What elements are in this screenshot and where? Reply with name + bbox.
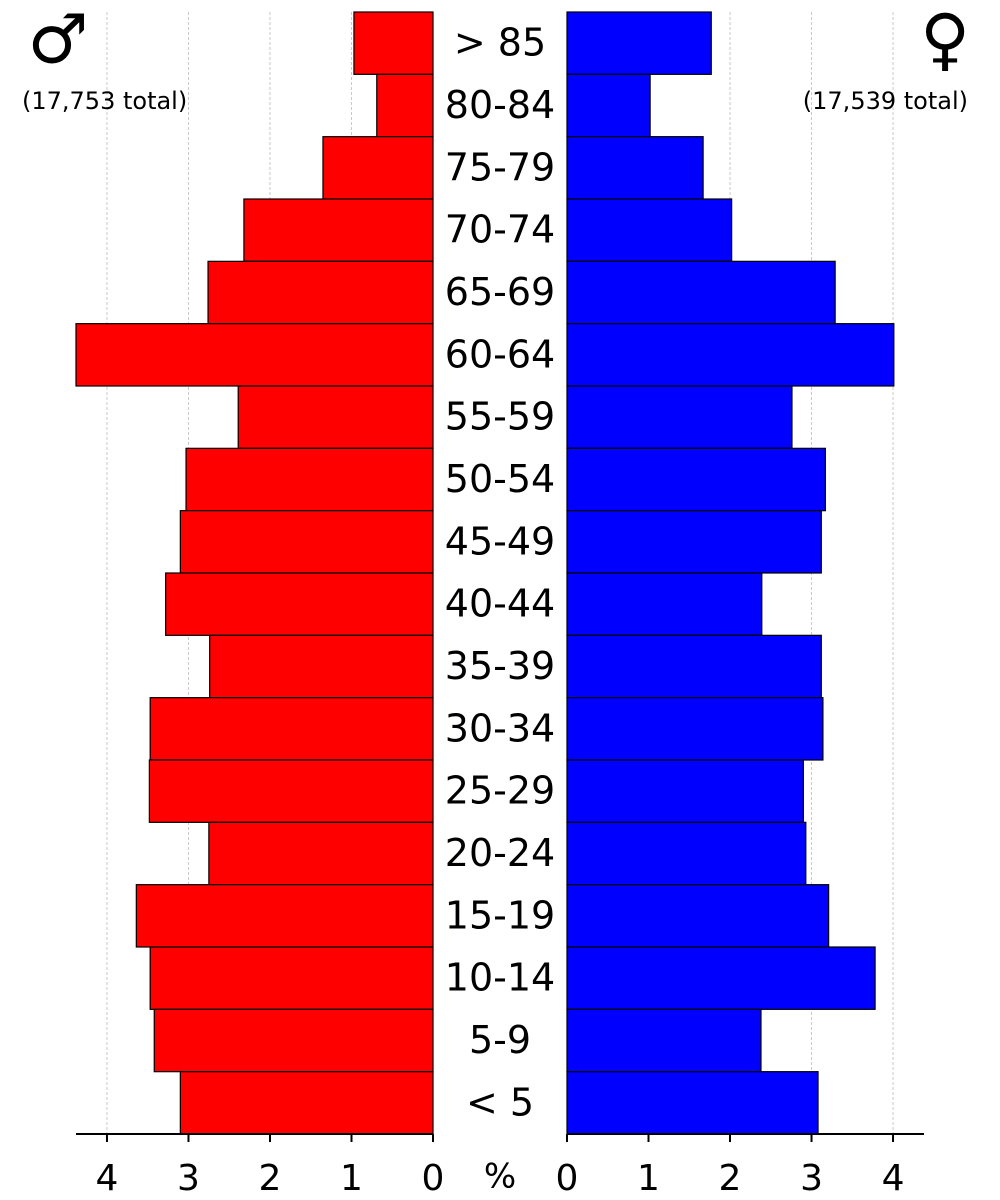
legend-total: (17,753 total) — [22, 87, 187, 115]
x-tick-label: 1 — [340, 1158, 363, 1199]
bar — [566, 697, 824, 761]
bar — [149, 697, 434, 761]
category-label: 20-24 — [445, 831, 555, 875]
category-label: 40-44 — [445, 582, 555, 626]
bar — [566, 946, 876, 1010]
bar — [566, 11, 712, 75]
category-label: 30-34 — [445, 706, 555, 750]
bar — [179, 1071, 434, 1135]
bar — [208, 821, 434, 886]
bar — [179, 510, 434, 574]
bar — [75, 323, 434, 387]
category-label: 15-19 — [445, 893, 555, 937]
bar — [566, 1008, 762, 1073]
x-tick-label: 3 — [800, 1158, 823, 1199]
bar — [566, 73, 651, 138]
bar — [566, 572, 763, 636]
x-tick-label: 0 — [422, 1158, 445, 1199]
category-label: 60-64 — [445, 332, 555, 376]
category-label: < 5 — [466, 1080, 534, 1124]
category-label: 10-14 — [445, 956, 555, 1000]
category-label: 25-29 — [445, 769, 555, 813]
bar — [566, 323, 895, 387]
bar — [135, 884, 434, 948]
x-tick-label: 1 — [637, 1158, 660, 1199]
x-tick-label: 2 — [259, 1158, 282, 1199]
bar — [165, 572, 434, 636]
bar — [566, 759, 804, 823]
category-label: 70-74 — [445, 208, 555, 252]
bar — [566, 136, 704, 200]
category-label: 75-79 — [445, 145, 555, 189]
x-tick-label: 4 — [96, 1158, 119, 1199]
category-label: 80-84 — [445, 83, 555, 127]
x-tick-label: 4 — [882, 1158, 905, 1199]
category-label: 50-54 — [445, 457, 555, 501]
bar — [153, 1008, 434, 1073]
bar — [209, 634, 434, 699]
x-tick-label: 0 — [556, 1158, 579, 1199]
legend-symbol: ♂ — [28, 1, 89, 80]
x-axis-label: % — [484, 1157, 516, 1197]
bar — [566, 447, 826, 512]
bar — [237, 385, 434, 449]
bar — [566, 884, 830, 948]
bar — [322, 136, 434, 200]
bar — [149, 946, 434, 1010]
category-label: 55-59 — [445, 395, 555, 439]
category-label: 65-69 — [445, 270, 555, 314]
legend-symbol: ♀ — [920, 1, 970, 80]
bar — [185, 447, 434, 512]
bar — [376, 73, 434, 138]
bar — [566, 260, 836, 325]
legend-total: (17,539 total) — [803, 87, 968, 115]
bar — [566, 198, 733, 262]
bar — [243, 198, 434, 262]
bar — [353, 11, 434, 75]
bar — [148, 759, 434, 823]
bar — [566, 510, 822, 574]
x-tick-label: 2 — [719, 1158, 742, 1199]
bar — [566, 821, 807, 886]
bar — [566, 385, 793, 449]
category-label: 45-49 — [445, 519, 555, 563]
category-label: 35-39 — [445, 644, 555, 688]
category-label: 5-9 — [469, 1018, 531, 1062]
bar — [207, 260, 434, 325]
category-label: > 85 — [454, 21, 546, 65]
bar — [566, 1071, 819, 1135]
bar — [566, 634, 822, 699]
x-tick-label: 3 — [177, 1158, 200, 1199]
